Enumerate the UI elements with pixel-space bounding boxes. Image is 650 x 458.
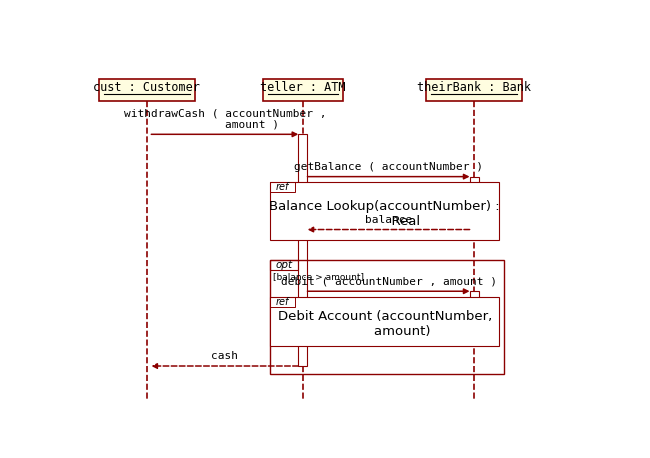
Bar xyxy=(426,79,522,101)
Text: balance: balance xyxy=(365,215,412,225)
Bar xyxy=(99,79,194,101)
Bar xyxy=(270,297,295,307)
Bar xyxy=(270,297,499,346)
Text: withdrawCash ( accountNumber ,
        amount ): withdrawCash ( accountNumber , amount ) xyxy=(124,108,326,130)
Bar xyxy=(263,79,343,101)
Bar xyxy=(470,177,478,229)
Bar xyxy=(270,260,504,374)
Text: debit ( accountNumber , amount ): debit ( accountNumber , amount ) xyxy=(281,277,497,287)
Text: [balance > amount]: [balance > amount] xyxy=(273,272,364,281)
Text: cash: cash xyxy=(211,351,239,361)
Text: Balance Lookup(accountNumber) :
          Real: Balance Lookup(accountNumber) : Real xyxy=(270,200,500,228)
Bar xyxy=(270,260,298,270)
Text: theirBank : Bank: theirBank : Bank xyxy=(417,81,531,94)
Text: getBalance ( accountNumber ): getBalance ( accountNumber ) xyxy=(294,162,483,172)
Text: ref: ref xyxy=(276,182,289,192)
Text: cust : Customer: cust : Customer xyxy=(94,81,200,94)
Bar xyxy=(270,182,295,192)
Bar xyxy=(470,291,478,330)
Text: ref: ref xyxy=(276,297,289,307)
Text: opt: opt xyxy=(276,260,292,270)
Bar xyxy=(298,134,307,366)
Text: Debit Account (accountNumber,
        amount): Debit Account (accountNumber, amount) xyxy=(278,311,492,338)
Text: teller : ATM: teller : ATM xyxy=(260,81,346,94)
Bar xyxy=(270,182,499,240)
